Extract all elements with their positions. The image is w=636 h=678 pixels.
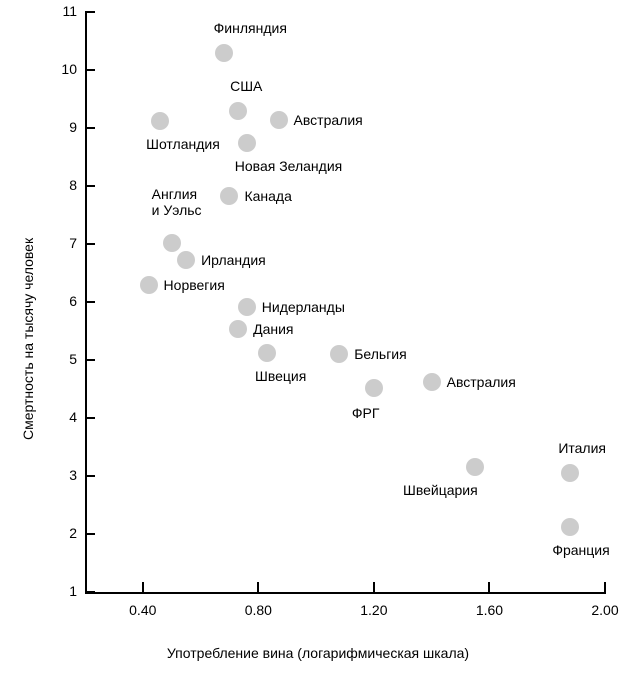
data-point-label: Финляндия [214,20,287,36]
y-tick-label: 1 [69,583,77,599]
y-tick [85,359,95,361]
y-tick [85,301,95,303]
data-point [140,276,158,294]
data-point-label: Австралия [447,374,516,390]
data-point [466,458,484,476]
data-point [177,251,195,269]
data-point [365,379,383,397]
data-point-label: Ирландия [201,252,266,268]
data-point [330,345,348,363]
x-tick-label: 1.20 [360,602,387,618]
data-point [561,518,579,536]
data-point [229,320,247,338]
data-point-label: Англия и Уэльс [152,186,202,218]
data-point-label: Швейцария [403,482,478,498]
data-point [270,111,288,129]
y-tick-label: 8 [69,177,77,193]
y-tick [85,127,95,129]
x-tick [604,582,606,594]
y-tick-label: 6 [69,293,77,309]
data-point [258,344,276,362]
data-point-label: Бельгия [354,346,406,362]
y-tick [85,11,95,13]
y-tick [85,69,95,71]
y-tick [85,591,95,593]
y-tick [85,533,95,535]
x-tick [257,582,259,594]
y-tick-label: 3 [69,467,77,483]
x-tick [373,582,375,594]
data-point [151,112,169,130]
data-point [163,234,181,252]
data-point-label: Италия [558,440,606,456]
x-tick-label: 0.80 [245,602,272,618]
x-tick [142,582,144,594]
y-tick [85,417,95,419]
data-point-label: США [230,78,262,94]
y-tick-label: 4 [69,409,77,425]
plot-area: 12345678910110.400.801.201.602.00Финлянд… [85,12,605,592]
data-point-label: Норвегия [164,277,225,293]
data-point [220,187,238,205]
y-tick-label: 11 [62,3,77,19]
data-point-label: Франция [552,542,609,558]
data-point-label: Австралия [294,112,363,128]
y-axis-label: Смертность на тысячу человек [20,238,36,440]
data-point-label: ФРГ [352,405,380,421]
x-tick-label: 2.00 [591,602,618,618]
y-tick-label: 10 [61,61,77,77]
x-tick [488,582,490,594]
data-point [423,373,441,391]
y-tick [85,185,95,187]
data-point [238,134,256,152]
data-point-label: Швеция [255,368,306,384]
y-tick [85,475,95,477]
data-point [229,102,247,120]
y-tick [85,243,95,245]
data-point-label: Канада [244,188,291,204]
y-tick-label: 7 [69,235,77,251]
x-axis-label: Употребление вина (логарифмическая шкала… [0,645,636,661]
data-point-label: Дания [253,321,293,337]
x-tick-label: 0.40 [129,602,156,618]
x-tick-label: 1.60 [476,602,503,618]
y-tick-label: 2 [69,525,77,541]
data-point [215,44,233,62]
x-axis-line [85,592,605,594]
data-point-label: Новая Зеландия [235,158,342,174]
y-tick-label: 5 [69,351,77,367]
y-tick-label: 9 [69,119,77,135]
data-point-label: Шотландия [146,136,220,152]
data-point [238,298,256,316]
scatter-chart: Смертность на тысячу человек Употреблени… [0,0,636,678]
data-point [561,464,579,482]
data-point-label: Нидерланды [262,299,345,315]
